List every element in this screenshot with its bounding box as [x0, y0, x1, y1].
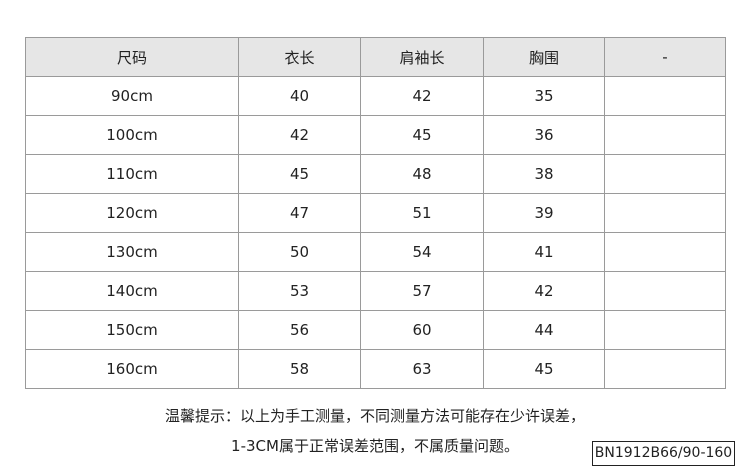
table-cell: 120cm [25, 193, 239, 233]
table-cell: 100cm [25, 115, 239, 155]
table-cell: 45 [360, 115, 484, 155]
table-cell: 51 [360, 193, 484, 233]
header-cell: 胸围 [483, 37, 605, 77]
empty-cell [604, 349, 726, 389]
table-row: 110cm 45 48 38 [25, 154, 726, 194]
table-cell: 48 [360, 154, 484, 194]
table-cell: 42 [483, 271, 605, 311]
table-cell: 39 [483, 193, 605, 233]
header-cell: - [604, 37, 726, 77]
empty-cell [604, 310, 726, 350]
table-cell: 45 [238, 154, 361, 194]
table-cell: 54 [360, 232, 484, 272]
empty-cell [604, 232, 726, 272]
note-line: 1-3CM属于正常误差范围，不属质量问题。 [231, 437, 519, 455]
table-cell: 40 [238, 76, 361, 116]
table-cell: 140cm [25, 271, 239, 311]
table-cell: 63 [360, 349, 484, 389]
table-cell: 58 [238, 349, 361, 389]
header-cell: 衣长 [238, 37, 361, 77]
empty-cell [604, 115, 726, 155]
table-cell: 41 [483, 232, 605, 272]
table-cell: 42 [238, 115, 361, 155]
table-cell: 150cm [25, 310, 239, 350]
table-cell: 110cm [25, 154, 239, 194]
empty-cell [604, 154, 726, 194]
note-line: 温馨提示：以上为手工测量，不同测量方法可能存在少许误差， [164, 407, 585, 425]
table-row: 140cm 53 57 42 [25, 271, 726, 311]
table-row: 100cm 42 45 36 [25, 115, 726, 155]
table-cell: 44 [483, 310, 605, 350]
table-cell: 160cm [25, 349, 239, 389]
table-cell: 35 [483, 76, 605, 116]
table-cell: 38 [483, 154, 605, 194]
table-row: 120cm 47 51 39 [25, 193, 726, 233]
header-cell: 肩袖长 [360, 37, 484, 77]
header-cell: 尺码 [25, 37, 239, 77]
product-code: BN1912B66/90-160 [592, 441, 735, 466]
table-cell: 47 [238, 193, 361, 233]
size-table: 尺码 衣长 肩袖长 胸围 - 90cm 40 42 35 100cm 42 45 36 110cm 45 4… [25, 37, 726, 389]
table-cell: 60 [360, 310, 484, 350]
table-cell: 36 [483, 115, 605, 155]
table-cell: 130cm [25, 232, 239, 272]
empty-cell [604, 76, 726, 116]
table-cell: 42 [360, 76, 484, 116]
table-body: 90cm 40 42 35 100cm 42 45 36 110cm 45 48 38 120cm 47 5… [25, 76, 726, 389]
table-row: 150cm 56 60 44 [25, 310, 726, 350]
header-row: 尺码 衣长 肩袖长 胸围 - [25, 37, 726, 77]
table-cell: 56 [238, 310, 361, 350]
table-row: 130cm 50 54 41 [25, 232, 726, 272]
table-cell: 45 [483, 349, 605, 389]
table-cell: 57 [360, 271, 484, 311]
table-row: 90cm 40 42 35 [25, 76, 726, 116]
table-cell: 90cm [25, 76, 239, 116]
empty-cell [604, 271, 726, 311]
table-cell: 50 [238, 232, 361, 272]
table-row: 160cm 58 63 45 [25, 349, 726, 389]
empty-cell [604, 193, 726, 233]
table-cell: 53 [238, 271, 361, 311]
